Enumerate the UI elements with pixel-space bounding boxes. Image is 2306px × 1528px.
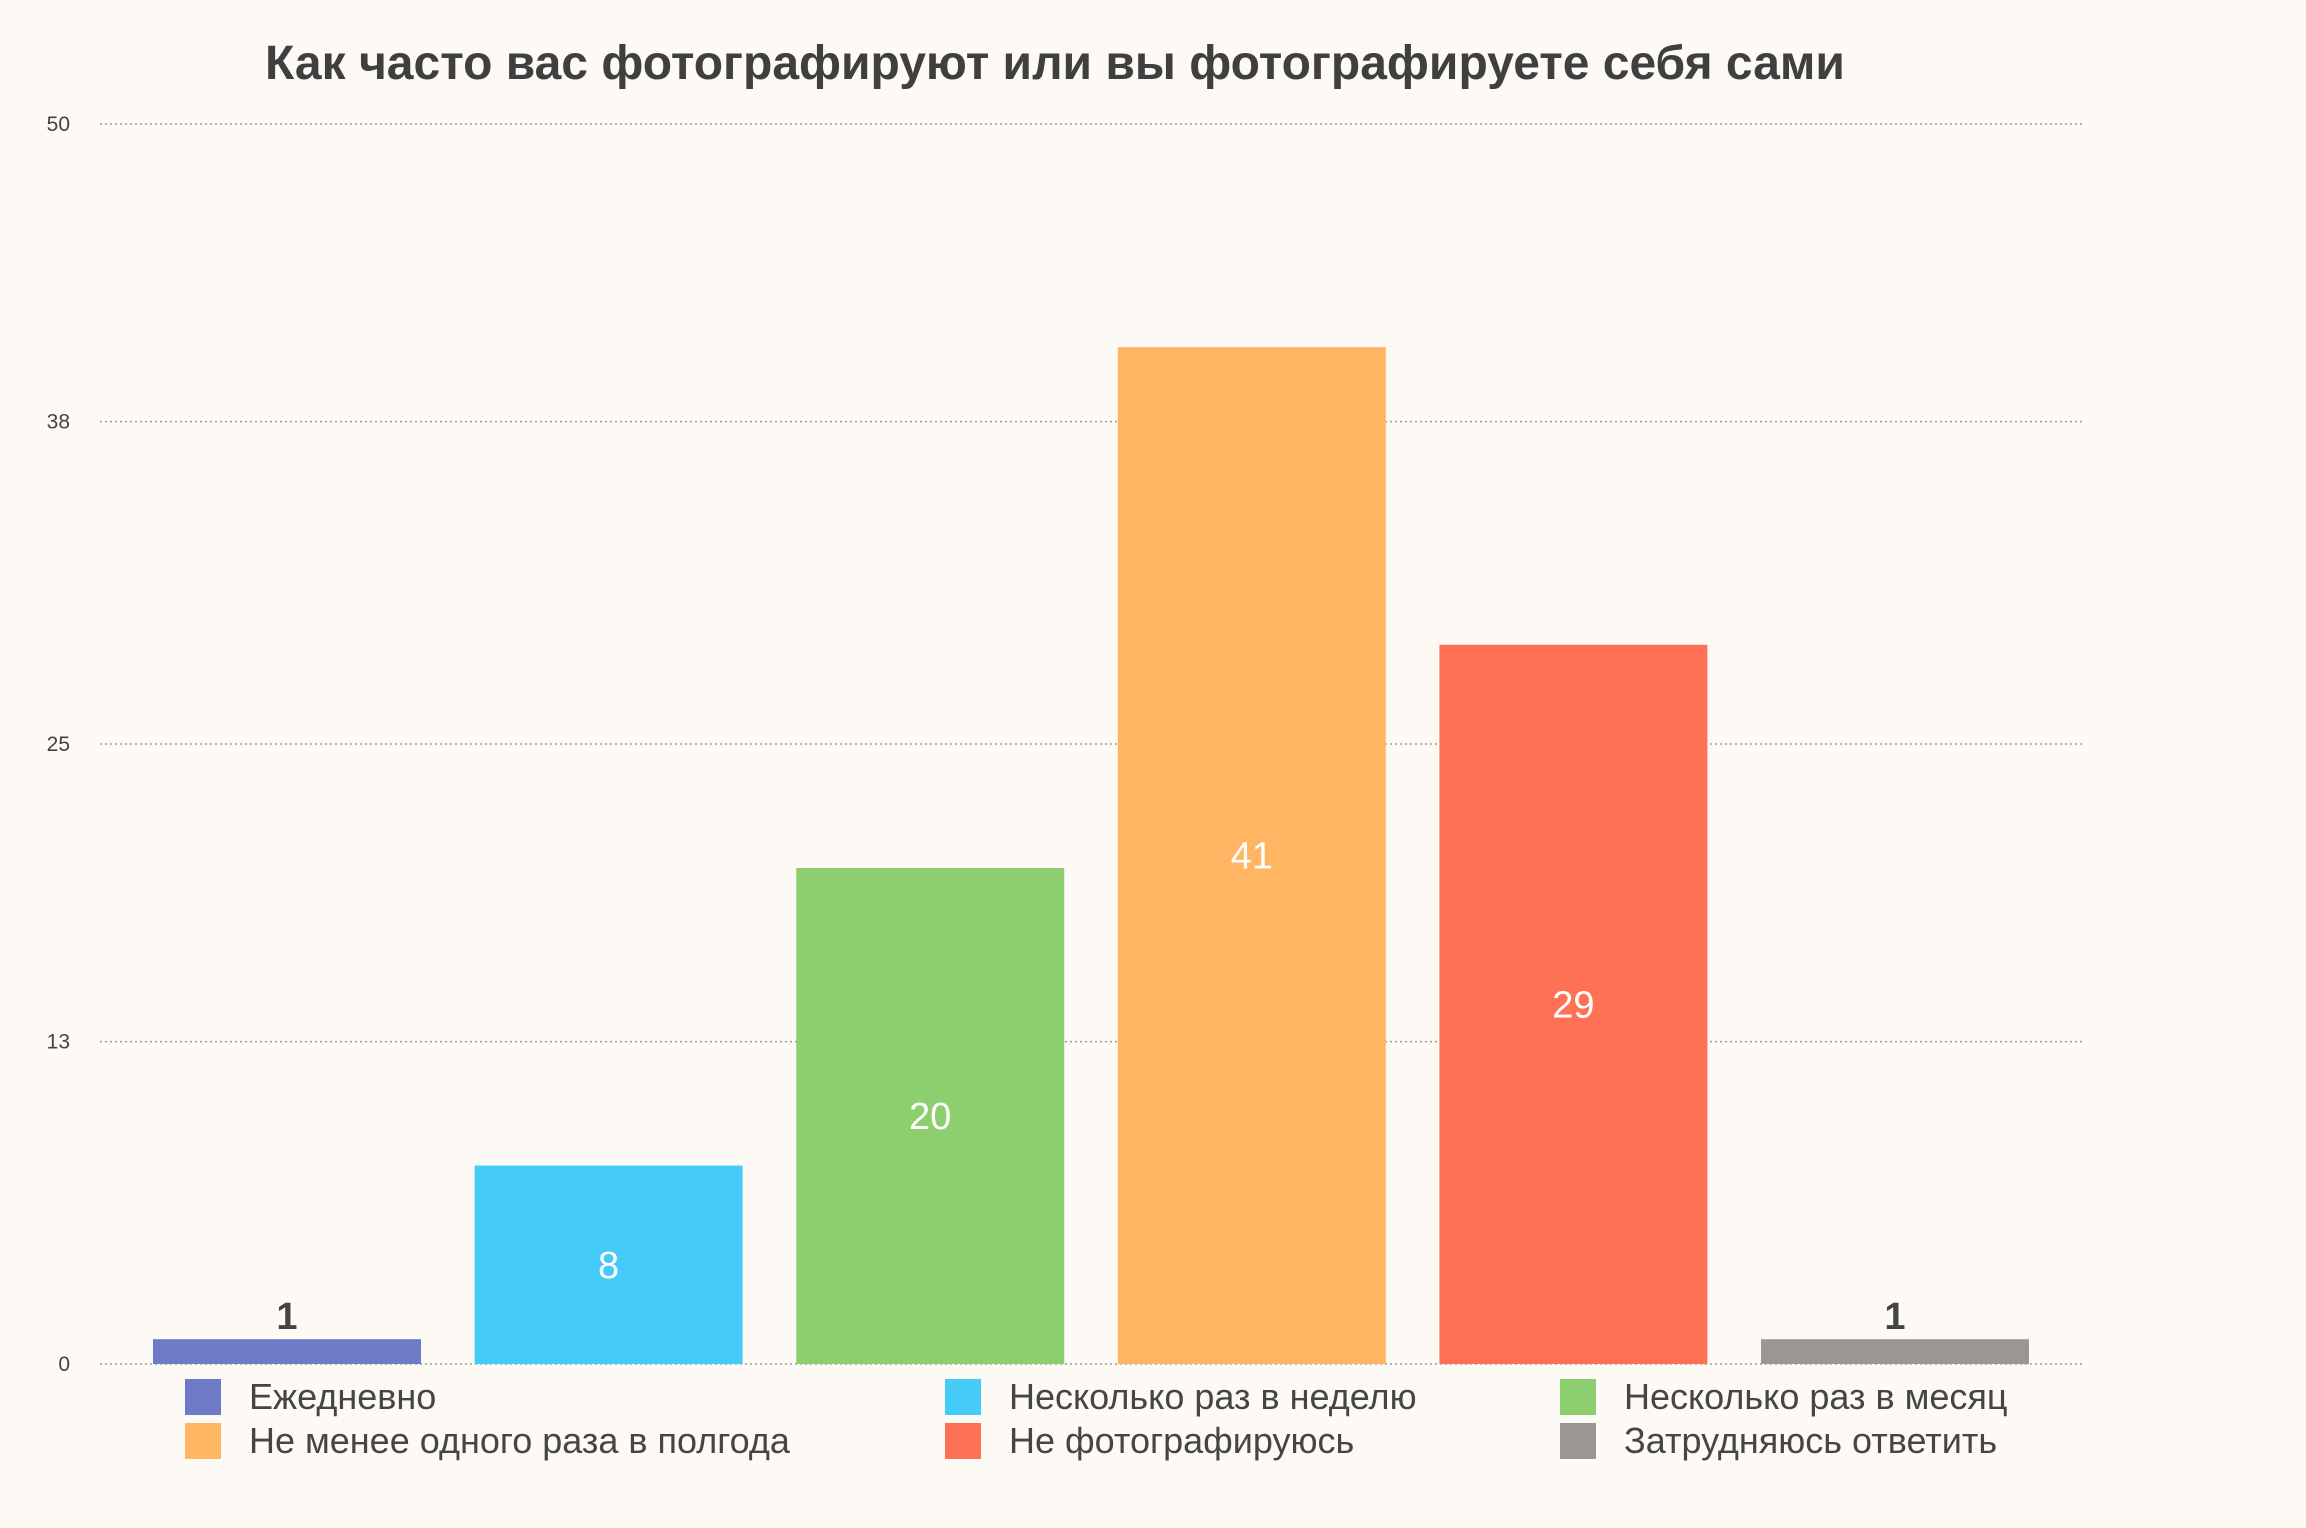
legend-label: Несколько раз в месяц [1624, 1376, 2008, 1417]
legend-item: Не фотографируюсь [945, 1419, 1354, 1463]
y-tick-label: 0 [58, 1353, 70, 1376]
legend-label: Ежедневно [249, 1376, 437, 1417]
legend-label: Затрудняюсь ответить [1624, 1420, 1998, 1461]
legend-swatch [185, 1379, 221, 1415]
y-axis-ticks: 0 13 25 38 50 [47, 113, 70, 1376]
legend-item: Затрудняюсь ответить [1560, 1419, 1997, 1463]
legend-label: Не менее одного раза в полгода [249, 1420, 790, 1461]
chart-legend: Ежедневно Несколько раз в неделю Несколько… [0, 1375, 2306, 1475]
bar-value-label: 20 [909, 1096, 951, 1138]
legend-item: Несколько раз в неделю [945, 1375, 1417, 1419]
legend-label: Несколько раз в неделю [1009, 1376, 1417, 1417]
bars [153, 347, 2029, 1364]
legend-label: Не фотографируюсь [1009, 1420, 1355, 1461]
bar [153, 1339, 421, 1364]
bar [474, 1165, 743, 1364]
legend-swatch [1560, 1423, 1596, 1459]
bar-value-label: 29 [1552, 984, 1594, 1026]
bar-value-label: 8 [598, 1245, 619, 1287]
legend-item: Несколько раз в месяц [1560, 1375, 2008, 1419]
chart-title: Как часто вас фотографируют или вы фотог… [265, 37, 1845, 90]
legend-item: Ежедневно [185, 1375, 436, 1419]
bar-value-label: 1 [276, 1296, 297, 1338]
bar [796, 868, 1065, 1364]
legend-swatch [185, 1423, 221, 1459]
bar-value-labels: 1 8 20 41 29 1 [276, 836, 1905, 1339]
legend-item: Не менее одного раза в полгода [185, 1419, 790, 1463]
bar-value-label: 41 [1231, 836, 1273, 878]
legend-swatch [945, 1423, 981, 1459]
bar [1761, 1339, 2029, 1364]
y-tick-label: 50 [47, 113, 70, 136]
legend-swatch [1560, 1379, 1596, 1415]
legend-swatch [945, 1379, 981, 1415]
y-tick-label: 13 [47, 1031, 70, 1054]
bar-value-label: 1 [1884, 1296, 1905, 1338]
bar [1439, 644, 1708, 1364]
gridlines [100, 123, 2084, 1365]
y-tick-label: 25 [47, 733, 70, 756]
y-tick-label: 38 [47, 411, 70, 434]
bar [1117, 347, 1386, 1364]
